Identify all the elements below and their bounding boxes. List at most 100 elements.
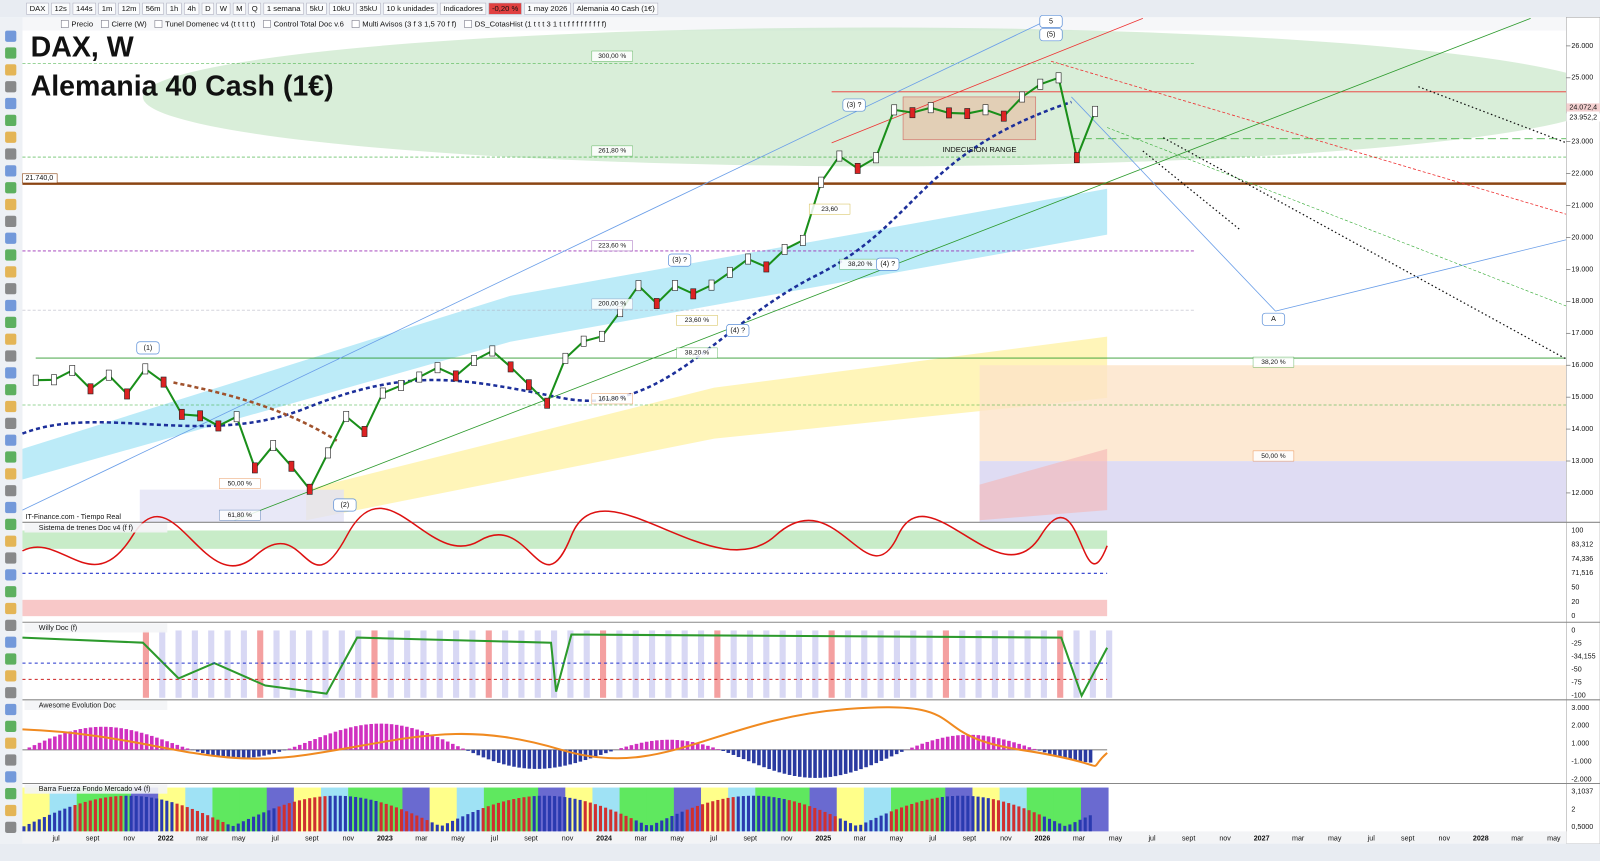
- toolbar-button-label[interactable]: 5kU: [310, 4, 324, 13]
- toolbar-button-label[interactable]: M: [236, 4, 242, 13]
- layer-toggle[interactable]: [154, 20, 163, 28]
- layer-toggle[interactable]: [101, 20, 109, 28]
- layer-toggle[interactable]: [351, 20, 360, 28]
- tool-icon[interactable]: [5, 400, 17, 413]
- tool-icon[interactable]: [5, 232, 17, 244]
- toolbar-button[interactable]: [329, 2, 354, 15]
- toolbar-button[interactable]: [383, 2, 438, 15]
- tool-icon[interactable]: [5, 299, 17, 312]
- toolbar-button[interactable]: [142, 2, 164, 15]
- layer-toggle[interactable]: [464, 20, 472, 28]
- tool-icon[interactable]: [5, 720, 17, 732]
- tool-icon[interactable]: [5, 64, 17, 76]
- tool-icon[interactable]: [5, 451, 17, 463]
- toolbar-button[interactable]: [118, 2, 140, 15]
- layer-toggle[interactable]: [60, 20, 69, 28]
- tool-icon[interactable]: [5, 737, 17, 749]
- toolbar-button-label[interactable]: -0,20 %: [492, 4, 519, 13]
- tool-icon[interactable]: [5, 703, 17, 716]
- tool-icon[interactable]: [5, 47, 17, 59]
- tool-icon[interactable]: [5, 636, 17, 648]
- toolbar-button[interactable]: [232, 2, 246, 15]
- toolbar-button-label[interactable]: 10 k unidades: [386, 4, 434, 13]
- tool-icon[interactable]: [5, 602, 17, 615]
- toolbar-button[interactable]: [72, 2, 96, 15]
- toolbar-button[interactable]: [524, 2, 571, 15]
- toolbar-button[interactable]: [306, 2, 327, 15]
- tool-icon[interactable]: [5, 81, 17, 93]
- tool-icon[interactable]: [5, 182, 17, 194]
- toolbar-button[interactable]: [573, 2, 659, 15]
- toolbar-button-label[interactable]: 1 semana: [267, 4, 301, 13]
- toolbar-button[interactable]: [51, 2, 71, 15]
- tool-icon[interactable]: [5, 148, 17, 160]
- tool-icon[interactable]: [5, 754, 17, 766]
- tool-icon[interactable]: [5, 97, 17, 110]
- toolbar-button-label[interactable]: Q: [252, 4, 258, 13]
- tool-icon[interactable]: [5, 165, 17, 177]
- tool-icon[interactable]: [5, 501, 17, 514]
- tool-icon[interactable]: [5, 316, 17, 328]
- toolbar-button-label[interactable]: 12s: [54, 4, 67, 13]
- toolbar-button[interactable]: [216, 2, 231, 15]
- tool-icon[interactable]: [5, 30, 17, 42]
- tool-icon[interactable]: [5, 215, 17, 227]
- layer-label[interactable]: Precio: [71, 19, 93, 28]
- tool-icon[interactable]: [5, 569, 17, 581]
- tool-icon[interactable]: [5, 804, 17, 817]
- toolbar-button-label[interactable]: 12m: [122, 4, 137, 13]
- tool-icon[interactable]: [5, 552, 17, 564]
- toolbar-button[interactable]: [263, 2, 304, 15]
- tool-icon[interactable]: [5, 283, 17, 295]
- toolbar-button-label[interactable]: Indicadores: [443, 4, 483, 13]
- toolbar-button-label[interactable]: 1 may 2026: [527, 4, 567, 13]
- toolbar-button-label[interactable]: W: [220, 4, 228, 13]
- tool-icon[interactable]: [5, 131, 17, 143]
- toolbar-button-label[interactable]: 35kU: [359, 4, 377, 13]
- tool-icon[interactable]: [5, 114, 17, 126]
- tool-icon[interactable]: [5, 619, 17, 631]
- tool-icon[interactable]: [5, 468, 17, 480]
- toolbar-button-label[interactable]: 10kU: [332, 4, 350, 13]
- tool-icon[interactable]: [5, 367, 17, 379]
- tool-icon[interactable]: [5, 249, 17, 261]
- tool-icon[interactable]: [5, 687, 17, 699]
- toolbar-button[interactable]: [488, 2, 522, 15]
- toolbar-button[interactable]: [248, 2, 262, 15]
- toolbar-button[interactable]: [184, 2, 200, 15]
- tool-icon[interactable]: [5, 434, 17, 446]
- layer-label[interactable]: DS_CotasHist (1 t t t 3 1 t t f f f f f …: [475, 19, 607, 28]
- toolbar-button-label[interactable]: 1m: [102, 4, 113, 13]
- tool-icon[interactable]: [5, 198, 17, 211]
- toolbar-button[interactable]: [166, 2, 182, 15]
- toolbar-button-label[interactable]: D: [205, 4, 211, 13]
- toolbar-button-label[interactable]: 4h: [187, 4, 196, 13]
- toolbar-button[interactable]: [26, 2, 49, 15]
- tool-icon[interactable]: [5, 417, 17, 429]
- tool-icon[interactable]: [5, 266, 17, 278]
- tool-icon[interactable]: [5, 653, 17, 665]
- tool-icon[interactable]: [5, 670, 17, 682]
- toolbar-button[interactable]: [439, 2, 487, 15]
- toolbar-button-label[interactable]: Alemania 40 Cash (1€): [577, 4, 656, 13]
- tool-icon[interactable]: [5, 384, 17, 396]
- toolbar-button-label[interactable]: 1h: [170, 4, 179, 13]
- toolbar-button[interactable]: [98, 2, 116, 15]
- tool-icon[interactable]: [5, 788, 17, 800]
- layer-label[interactable]: Cierre (W): [111, 19, 147, 28]
- tool-icon[interactable]: [5, 518, 17, 530]
- tool-icon[interactable]: [5, 586, 17, 598]
- toolbar-button-label[interactable]: DAX: [30, 4, 46, 13]
- tool-icon[interactable]: [5, 333, 17, 345]
- layer-toggle[interactable]: [263, 20, 271, 28]
- tool-icon[interactable]: [5, 350, 17, 362]
- toolbar-button[interactable]: [201, 2, 214, 15]
- tool-icon[interactable]: [5, 535, 17, 547]
- layer-label[interactable]: Multi Avisos (3 f 3 1,5 70 f f): [362, 19, 457, 28]
- tool-icon[interactable]: [5, 821, 17, 833]
- layer-label[interactable]: Control Total Doc v.6: [274, 19, 344, 28]
- layer-label[interactable]: Tunel Domenec v4 (t t t t t): [165, 19, 256, 28]
- toolbar-button[interactable]: [356, 2, 381, 15]
- toolbar-button-label[interactable]: 144s: [76, 4, 93, 13]
- toolbar-button-label[interactable]: 56m: [146, 4, 161, 13]
